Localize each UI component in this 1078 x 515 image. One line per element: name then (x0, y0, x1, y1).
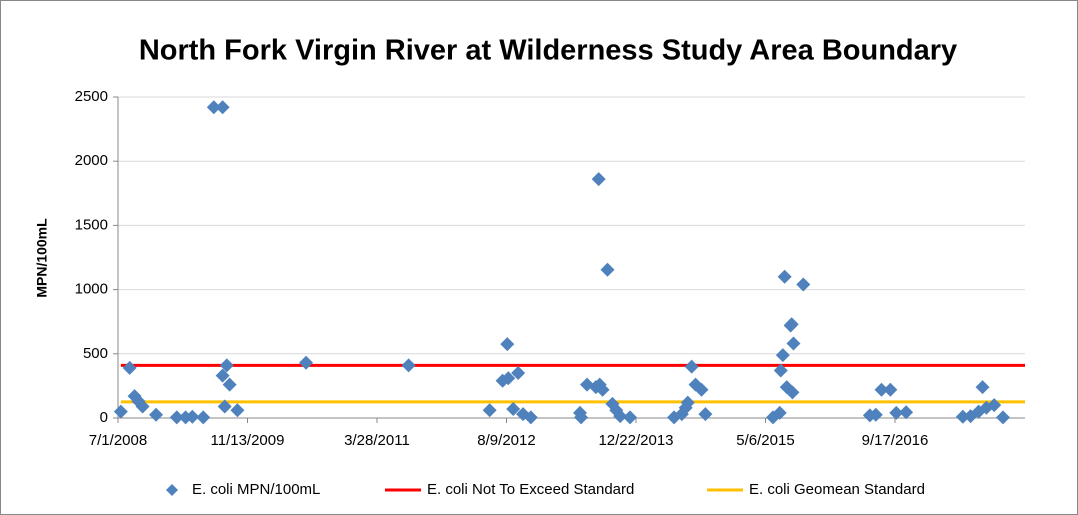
data-point (215, 368, 230, 383)
data-point (975, 380, 990, 395)
x-tick-label: 7/1/2008 (89, 432, 147, 449)
data-point (874, 382, 889, 397)
data-point (591, 172, 606, 187)
data-point (777, 269, 792, 284)
y-tick-label: 2000 (75, 152, 108, 169)
data-point (113, 404, 128, 419)
data-point (623, 410, 638, 425)
x-tick-label: 5/6/2015 (736, 432, 794, 449)
data-point (219, 358, 234, 373)
data-point (698, 407, 713, 422)
legend-label: E. coli Geomean Standard (749, 481, 925, 498)
y-tick-label: 1000 (75, 281, 108, 298)
data-point (883, 382, 898, 397)
data-point (785, 385, 800, 400)
data-point (169, 410, 184, 425)
data-point (222, 377, 237, 392)
y-tick-label: 1500 (75, 216, 108, 233)
data-point (600, 262, 615, 277)
data-point (185, 409, 200, 424)
data-point (955, 409, 970, 424)
x-tick-label: 3/28/2011 (344, 432, 410, 449)
data-point (899, 405, 914, 420)
legend-label: E. coli MPN/100mL (192, 481, 320, 498)
data-point (523, 410, 538, 425)
y-axis-label: MPN/100mL (34, 218, 50, 298)
data-point (506, 402, 521, 417)
data-point (796, 277, 811, 292)
data-point (680, 395, 695, 410)
data-point (694, 382, 709, 397)
y-tick-label: 2500 (75, 88, 108, 105)
legend-label: E. coli Not To Exceed Standard (427, 481, 634, 498)
chart-title: North Fork Virgin River at Wilderness St… (139, 35, 957, 67)
data-point (684, 359, 699, 374)
legend-marker (166, 484, 178, 496)
data-point (773, 363, 788, 378)
data-point (217, 399, 232, 414)
data-point (299, 355, 314, 370)
data-point (613, 409, 628, 424)
data-point (511, 366, 526, 381)
data-point (122, 360, 137, 375)
data-point (868, 407, 883, 422)
data-point (401, 358, 416, 373)
x-tick-label: 9/17/2016 (862, 432, 929, 449)
data-point (772, 405, 787, 420)
data-point (149, 407, 164, 422)
data-point (135, 399, 150, 414)
data-point (775, 348, 790, 363)
x-tick-label: 8/9/2012 (477, 432, 535, 449)
y-tick-label: 500 (83, 345, 108, 362)
data-point (784, 317, 799, 332)
x-tick-label: 11/13/2009 (211, 432, 285, 449)
data-point (574, 410, 589, 425)
x-tick-label: 12/22/2013 (598, 432, 673, 449)
data-point (786, 336, 801, 351)
data-point (482, 403, 497, 418)
data-point (501, 371, 516, 386)
y-tick-label: 0 (100, 409, 108, 426)
data-point (595, 382, 610, 397)
data-point (987, 398, 1002, 413)
data-point (206, 100, 221, 115)
data-point (500, 337, 515, 352)
data-point (230, 403, 245, 418)
data-point (196, 410, 211, 425)
data-point (889, 405, 904, 420)
data-point (215, 100, 230, 115)
data-point (995, 410, 1010, 425)
